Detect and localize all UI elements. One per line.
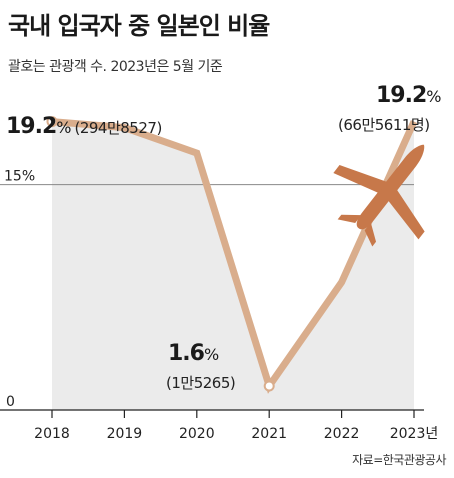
x-axis: 2018 2019 2020 2021 2022 2023년	[34, 410, 438, 442]
annotation-2021-value: 1.6	[168, 341, 205, 366]
annotation-2023-detail: (66만5611명)	[338, 116, 430, 134]
annotation-2021-text: 1.6%	[168, 341, 219, 366]
chart-subtitle: 괄호는 관광객 수. 2023년은 5월 기준	[8, 59, 223, 75]
annotation-2018-value: 19.2	[6, 114, 56, 139]
y-tick-label-15: 15%	[4, 169, 35, 185]
point-marker-2018	[46, 116, 58, 128]
series-line	[51, 118, 418, 394]
y-tick-label-0: 0	[6, 394, 15, 410]
x-tick-label: 2021	[251, 426, 287, 442]
annotation-2018-unit: %	[56, 118, 71, 137]
x-tick-label: 2018	[34, 426, 70, 442]
point-marker-2021	[263, 380, 275, 392]
annotation-2018-detail: (294만8527)	[74, 119, 161, 137]
annotation-2023-text: 19.2%	[376, 83, 441, 108]
annotation-2021-detail: (1만5265)	[166, 374, 235, 392]
x-tick-label: 2019	[107, 426, 143, 442]
chart-title: 국내 입국자 중 일본인 비율	[8, 12, 270, 40]
annotation-2023-unit: %	[426, 87, 441, 106]
airplane-icon	[333, 144, 425, 247]
area-fill	[52, 121, 414, 410]
annotation-2021-unit: %	[204, 345, 219, 364]
x-tick-label: 2020	[179, 426, 215, 442]
annotation-2018: 19.2% (294만8527)	[6, 114, 162, 139]
x-tick-label: 2023년	[390, 426, 439, 442]
x-tick-label: 2022	[324, 426, 360, 442]
point-markers	[46, 116, 275, 392]
annotation-2023-value: 19.2	[376, 83, 426, 108]
source-note: 자료=한국관광공사	[352, 453, 446, 467]
